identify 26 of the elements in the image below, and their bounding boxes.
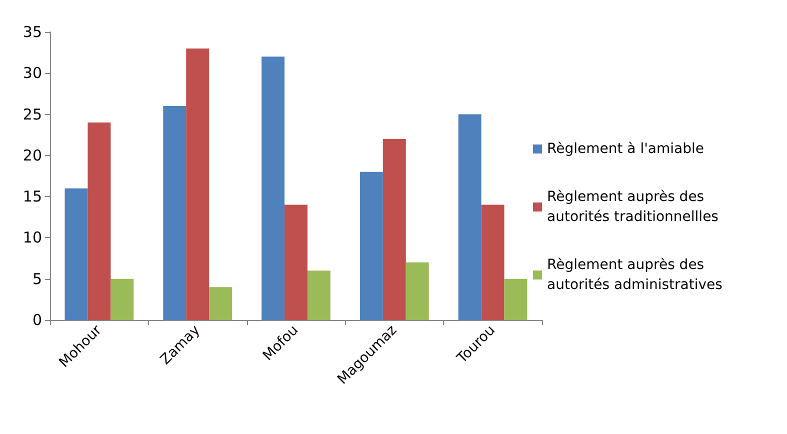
bar xyxy=(284,204,308,320)
y-tick-label: 20 xyxy=(22,146,42,164)
bar xyxy=(504,278,528,320)
legend-label: Règlement auprès des autorités administratives xyxy=(547,257,722,293)
bar xyxy=(64,188,88,320)
y-tick-label: 0 xyxy=(32,311,42,329)
bar xyxy=(382,138,406,320)
bar xyxy=(209,287,232,320)
bar xyxy=(110,278,134,320)
y-tick-label: 35 xyxy=(22,23,42,41)
bar xyxy=(163,106,186,320)
bar xyxy=(88,122,111,320)
y-tick-label: 5 xyxy=(32,270,42,288)
bar xyxy=(360,172,383,320)
y-tick-label: 10 xyxy=(22,228,42,247)
bar xyxy=(186,48,210,320)
bar xyxy=(307,270,330,320)
y-tick-label: 25 xyxy=(22,105,42,124)
legend-label: Règlement auprès des autorités traditionnellles xyxy=(547,189,718,225)
y-tick-label: 15 xyxy=(22,188,42,206)
bar xyxy=(458,114,482,320)
y-tick-label: 30 xyxy=(22,64,42,82)
legend-label: Règlement à l'amiable xyxy=(547,141,704,157)
bar xyxy=(262,56,285,320)
bar xyxy=(481,204,504,320)
bar xyxy=(406,262,429,320)
